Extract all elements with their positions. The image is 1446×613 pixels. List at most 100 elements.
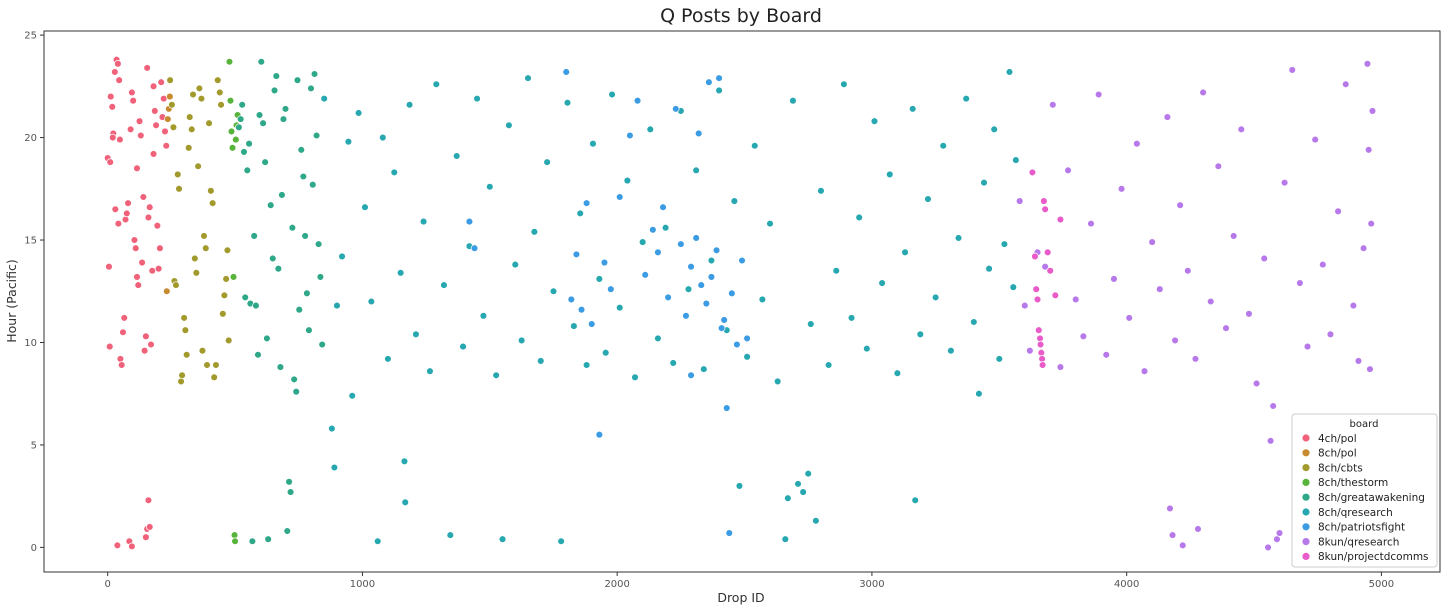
data-point: [735, 482, 744, 490]
data-point: [694, 129, 703, 138]
data-point: [623, 176, 632, 185]
data-point: [266, 201, 275, 209]
data-point: [133, 273, 141, 281]
data-point: [309, 180, 317, 189]
data-point: [916, 330, 925, 339]
data-point: [255, 111, 264, 119]
data-point: [530, 228, 539, 236]
data-point: [219, 310, 227, 318]
data-point: [452, 152, 461, 160]
data-point: [722, 404, 731, 412]
data-point: [980, 178, 988, 187]
data-point: [885, 170, 894, 179]
data-point: [105, 342, 114, 351]
data-point: [115, 76, 123, 84]
data-point: [195, 84, 204, 93]
data-point: [307, 84, 315, 93]
data-point: [626, 131, 634, 140]
data-point: [505, 121, 513, 130]
data-point: [962, 94, 970, 103]
data-point: [562, 68, 570, 76]
data-point: [243, 166, 252, 175]
data-point: [338, 252, 346, 261]
data-point: [817, 187, 825, 195]
data-point: [405, 101, 414, 109]
data-point: [1040, 197, 1048, 205]
data-point: [1176, 201, 1184, 209]
data-point: [1056, 363, 1065, 371]
data-point: [178, 371, 186, 380]
data-point: [1148, 238, 1156, 246]
data-point: [114, 60, 122, 68]
data-point: [114, 219, 123, 228]
data-point: [1359, 244, 1368, 252]
data-point: [208, 199, 217, 207]
data-point: [931, 293, 940, 302]
data-point: [1191, 355, 1200, 363]
data-point: [700, 365, 708, 373]
data-point: [832, 267, 841, 275]
data-point: [664, 293, 672, 302]
data-point: [682, 312, 690, 320]
data-point: [1110, 275, 1118, 283]
series-4ch-pol: [103, 55, 171, 551]
legend-label: 8ch/cbts: [1318, 462, 1363, 474]
data-point: [131, 244, 140, 252]
x-axis-ticks: 0 1000 2000 3000 4000 5000: [104, 572, 1394, 590]
series-8ch-thestorm: [225, 57, 242, 546]
data-point: [659, 203, 667, 211]
data-point: [157, 78, 165, 86]
data-point: [116, 355, 125, 363]
data-point: [985, 264, 993, 273]
data-point: [1367, 219, 1375, 228]
data-point: [113, 541, 122, 550]
data-point: [1326, 330, 1335, 339]
data-point: [570, 322, 578, 330]
data-point: [283, 527, 292, 535]
data-point: [207, 187, 215, 195]
data-point: [354, 109, 363, 117]
data-point: [120, 314, 128, 322]
data-point: [106, 158, 114, 166]
data-point: [893, 369, 902, 377]
data-point: [1036, 340, 1045, 349]
data-point: [240, 148, 248, 156]
data-point: [134, 281, 143, 289]
data-point: [743, 334, 751, 343]
data-point: [595, 275, 604, 283]
x-tick-label: 1000: [350, 579, 375, 590]
data-point: [314, 240, 323, 248]
data-point: [1026, 346, 1034, 355]
data-point: [144, 496, 153, 505]
x-tick-label: 4000: [1114, 579, 1139, 590]
data-point: [320, 94, 328, 103]
data-point: [615, 193, 624, 201]
data-point: [166, 76, 174, 84]
data-point: [687, 371, 695, 380]
data-point: [707, 273, 716, 281]
data-point: [479, 312, 488, 320]
data-point: [595, 430, 604, 439]
data-point: [288, 223, 297, 232]
data-point: [148, 267, 157, 275]
data-point: [180, 314, 188, 322]
data-point: [189, 90, 197, 99]
data-point: [975, 389, 983, 398]
data-point: [1311, 135, 1319, 144]
data-point: [1269, 402, 1277, 410]
data-point: [1046, 267, 1054, 275]
data-point: [465, 217, 474, 226]
data-point: [1184, 267, 1192, 275]
data-point: [1349, 301, 1358, 310]
legend-label: 8ch/pol: [1318, 448, 1357, 460]
data-point: [154, 264, 163, 273]
data-point: [633, 96, 642, 105]
series-8kun-projectdcomms: [1028, 168, 1065, 369]
data-point: [812, 517, 820, 525]
data-point: [1364, 146, 1373, 154]
data-point: [524, 74, 532, 82]
data-point: [105, 262, 113, 271]
series-8ch-patriotsfight: [465, 68, 751, 537]
data-point: [1354, 357, 1363, 365]
data-point: [1005, 68, 1014, 76]
